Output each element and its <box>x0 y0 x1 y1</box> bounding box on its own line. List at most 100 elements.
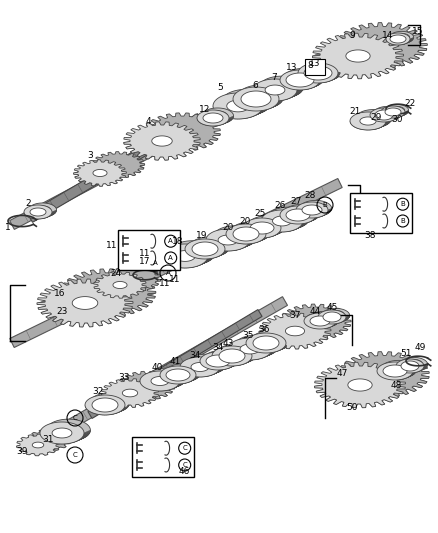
Polygon shape <box>350 119 356 122</box>
Polygon shape <box>261 210 303 232</box>
Polygon shape <box>397 367 401 369</box>
Polygon shape <box>313 81 319 83</box>
Polygon shape <box>225 248 230 251</box>
Polygon shape <box>263 103 271 108</box>
Polygon shape <box>231 247 240 251</box>
Text: 15: 15 <box>412 27 424 36</box>
Polygon shape <box>290 228 298 231</box>
Polygon shape <box>260 95 268 99</box>
Polygon shape <box>124 404 130 407</box>
Polygon shape <box>170 381 177 383</box>
Polygon shape <box>282 83 287 85</box>
Polygon shape <box>333 324 337 326</box>
Polygon shape <box>203 365 208 367</box>
Polygon shape <box>291 87 297 90</box>
Polygon shape <box>251 348 257 350</box>
Text: 28: 28 <box>304 191 316 200</box>
Polygon shape <box>230 350 237 354</box>
Polygon shape <box>280 206 316 224</box>
Polygon shape <box>195 263 204 267</box>
Polygon shape <box>181 382 188 384</box>
Polygon shape <box>219 366 226 369</box>
Polygon shape <box>239 241 246 244</box>
Polygon shape <box>296 209 300 211</box>
Polygon shape <box>318 82 323 83</box>
Polygon shape <box>86 406 91 409</box>
Polygon shape <box>40 431 47 435</box>
Polygon shape <box>120 409 126 412</box>
Polygon shape <box>115 411 121 414</box>
Polygon shape <box>227 100 249 112</box>
Polygon shape <box>198 118 203 121</box>
Polygon shape <box>315 216 320 218</box>
Polygon shape <box>248 240 256 244</box>
Polygon shape <box>423 367 427 369</box>
Polygon shape <box>272 350 278 352</box>
Polygon shape <box>218 123 224 126</box>
Polygon shape <box>88 408 94 411</box>
Polygon shape <box>310 86 315 89</box>
Polygon shape <box>198 262 207 266</box>
Polygon shape <box>263 108 269 110</box>
Polygon shape <box>253 109 260 111</box>
Polygon shape <box>263 223 270 227</box>
Polygon shape <box>209 373 217 376</box>
Polygon shape <box>223 250 229 253</box>
Polygon shape <box>391 42 395 44</box>
Polygon shape <box>260 356 268 359</box>
Polygon shape <box>185 248 190 252</box>
Polygon shape <box>396 359 424 373</box>
Polygon shape <box>249 233 255 236</box>
Polygon shape <box>225 121 230 124</box>
Polygon shape <box>358 126 365 129</box>
Polygon shape <box>258 109 265 111</box>
Polygon shape <box>317 83 322 85</box>
Polygon shape <box>335 322 340 324</box>
Polygon shape <box>233 364 237 366</box>
Polygon shape <box>167 387 175 390</box>
Polygon shape <box>247 241 256 245</box>
Polygon shape <box>226 233 231 237</box>
Polygon shape <box>385 108 401 116</box>
Polygon shape <box>261 107 270 111</box>
Polygon shape <box>394 116 399 118</box>
Polygon shape <box>316 213 320 216</box>
Polygon shape <box>185 247 190 251</box>
Polygon shape <box>371 115 374 118</box>
Polygon shape <box>408 375 413 377</box>
Polygon shape <box>212 356 217 359</box>
Polygon shape <box>392 43 396 44</box>
Polygon shape <box>207 257 213 259</box>
Polygon shape <box>254 235 260 237</box>
Polygon shape <box>334 76 339 79</box>
Polygon shape <box>234 354 242 357</box>
Polygon shape <box>45 216 51 218</box>
Polygon shape <box>235 361 239 364</box>
Polygon shape <box>233 364 240 366</box>
Polygon shape <box>252 112 262 117</box>
Polygon shape <box>78 437 86 440</box>
Polygon shape <box>98 413 105 415</box>
Polygon shape <box>180 379 186 383</box>
Polygon shape <box>64 441 71 444</box>
Polygon shape <box>281 216 286 219</box>
Polygon shape <box>35 217 41 219</box>
Polygon shape <box>286 73 314 87</box>
Polygon shape <box>259 76 304 98</box>
Polygon shape <box>142 382 149 386</box>
Polygon shape <box>109 413 115 415</box>
Polygon shape <box>261 220 268 224</box>
Polygon shape <box>198 119 203 122</box>
Polygon shape <box>272 228 280 231</box>
Polygon shape <box>214 359 220 361</box>
Polygon shape <box>258 356 266 359</box>
Polygon shape <box>280 228 285 231</box>
Polygon shape <box>307 216 312 218</box>
Polygon shape <box>346 316 350 319</box>
Polygon shape <box>279 229 285 232</box>
Polygon shape <box>373 127 380 130</box>
Polygon shape <box>90 393 130 413</box>
Text: 22: 22 <box>404 99 416 108</box>
Polygon shape <box>398 43 403 45</box>
Polygon shape <box>284 68 324 88</box>
